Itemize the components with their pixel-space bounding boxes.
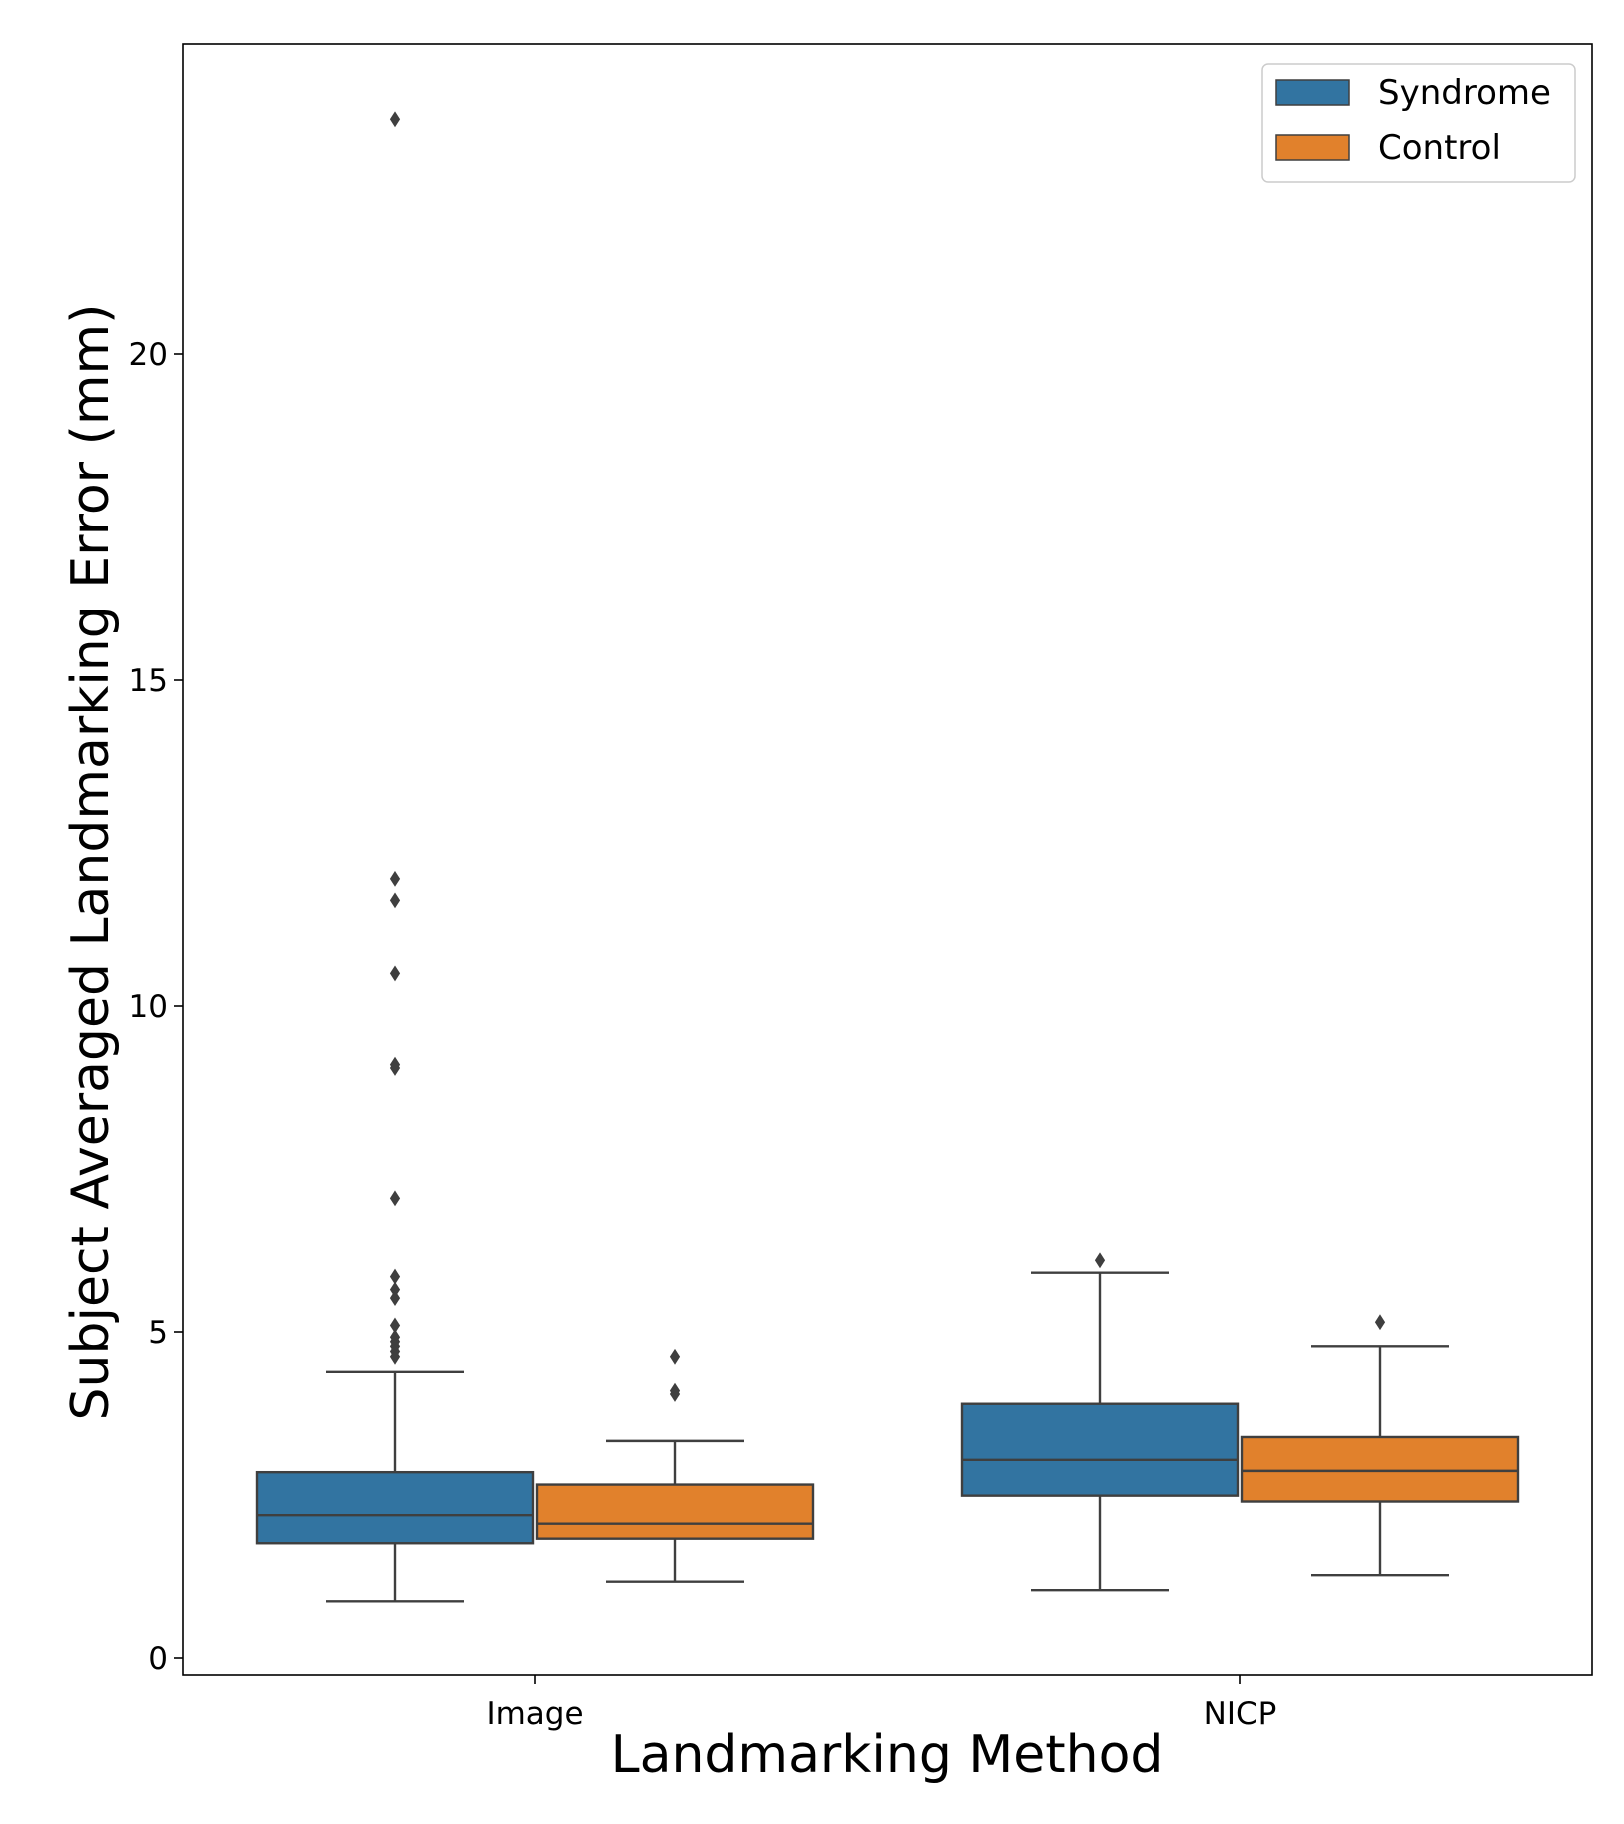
box-group-control [1240, 1314, 1520, 1577]
y-tick-label: 5 [148, 1315, 168, 1351]
box-iqr [960, 1402, 1240, 1497]
x-axis-title: Landmarking Method [611, 1725, 1164, 1785]
outlier-point [389, 965, 401, 982]
outlier-point [1374, 1314, 1386, 1331]
y-axis-title: Subject Averaged Landmarking Error (mm) [61, 304, 121, 1421]
legend-label-control: Control [1378, 128, 1501, 168]
outlier-point [389, 892, 401, 909]
y-tick-label: 10 [129, 989, 168, 1025]
outlier-point [389, 1348, 401, 1365]
legend: Syndrome Control [1261, 63, 1576, 183]
outlier-point [389, 111, 401, 128]
y-axis: 0 5 10 15 20 [129, 337, 183, 1677]
x-tick-label: Image [486, 1696, 583, 1732]
outlier-point [669, 1348, 681, 1365]
box-iqr [255, 1470, 535, 1545]
plot-area [255, 111, 1520, 1603]
box-group-syndrome [255, 111, 535, 1603]
x-axis: Image NICP [486, 1675, 1276, 1732]
legend-swatch-syndrome [1275, 79, 1350, 106]
y-tick-label: 15 [129, 663, 168, 699]
legend-swatch-control [1275, 134, 1350, 161]
x-tick-label: NICP [1204, 1696, 1277, 1732]
outlier-point [1094, 1252, 1106, 1269]
plot-frame [182, 43, 1593, 1676]
outlier-point [389, 870, 401, 887]
box-iqr [1240, 1435, 1520, 1503]
outlier-point [389, 1190, 401, 1207]
y-tick-label: 0 [148, 1641, 168, 1677]
outlier-point [669, 1386, 681, 1402]
outlier-point [389, 1060, 401, 1076]
legend-label-syndrome: Syndrome [1378, 73, 1551, 113]
box-group-syndrome [960, 1252, 1240, 1592]
box-group-control [535, 1348, 815, 1583]
box-iqr [535, 1483, 815, 1540]
outlier-point [389, 1268, 401, 1285]
outlier-point [389, 1290, 401, 1307]
y-tick-label: 20 [129, 337, 168, 373]
